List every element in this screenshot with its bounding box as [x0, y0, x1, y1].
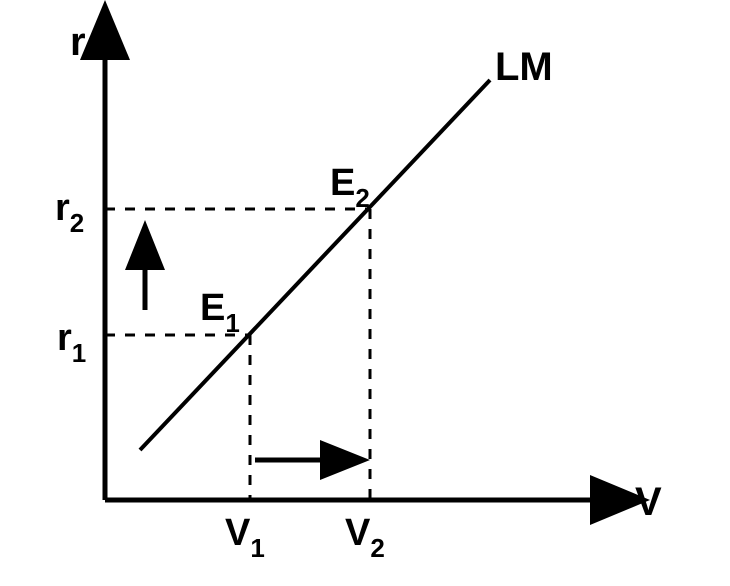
r2-label: r2 [55, 187, 84, 238]
r1-label: r1 [57, 317, 86, 368]
e1-label: E1 [200, 287, 240, 338]
v2-label: V2 [345, 512, 385, 563]
diagram-svg: r V LM E1 E2 r1 r2 V1 V2 [0, 0, 730, 586]
lm-label: LM [495, 45, 553, 89]
lm-curve [140, 80, 490, 450]
e2-label: E2 [330, 162, 370, 213]
lm-diagram: r V LM E1 E2 r1 r2 V1 V2 [0, 0, 730, 586]
x-axis-label: V [635, 480, 662, 524]
y-axis-label: r [70, 20, 86, 64]
v1-label: V1 [225, 512, 265, 563]
